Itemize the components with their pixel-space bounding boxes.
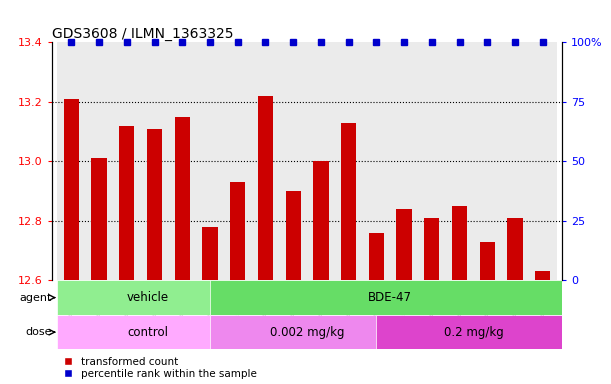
- Bar: [210, 315, 404, 349]
- Legend: transformed count, percentile rank within the sample: transformed count, percentile rank withi…: [57, 357, 257, 379]
- Bar: [418, 42, 445, 280]
- Bar: [202, 227, 218, 384]
- Bar: [169, 42, 196, 280]
- Bar: [535, 271, 551, 384]
- Text: dose: dose: [25, 327, 51, 337]
- Text: BDE-47: BDE-47: [368, 291, 412, 304]
- Bar: [147, 129, 162, 384]
- Bar: [390, 42, 418, 280]
- Bar: [335, 42, 362, 280]
- Bar: [57, 280, 238, 315]
- Bar: [474, 42, 501, 280]
- Bar: [362, 42, 390, 280]
- Bar: [224, 42, 252, 280]
- Bar: [529, 42, 557, 280]
- Bar: [480, 242, 495, 384]
- Bar: [445, 42, 474, 280]
- Bar: [452, 206, 467, 384]
- Bar: [175, 117, 190, 384]
- Bar: [341, 122, 356, 384]
- Bar: [501, 42, 529, 280]
- Bar: [397, 209, 412, 384]
- Bar: [92, 158, 107, 384]
- Text: agent: agent: [19, 293, 51, 303]
- Bar: [57, 315, 238, 349]
- Bar: [376, 315, 571, 349]
- Bar: [119, 126, 134, 384]
- Bar: [507, 218, 522, 384]
- Bar: [424, 218, 439, 384]
- Bar: [85, 42, 113, 280]
- Bar: [210, 280, 571, 315]
- Bar: [313, 161, 329, 384]
- Bar: [64, 99, 79, 384]
- Bar: [252, 42, 279, 280]
- Bar: [141, 42, 169, 280]
- Bar: [368, 233, 384, 384]
- Text: GDS3608 / ILMN_1363325: GDS3608 / ILMN_1363325: [52, 27, 233, 41]
- Text: 0.2 mg/kg: 0.2 mg/kg: [444, 326, 503, 339]
- Bar: [279, 42, 307, 280]
- Bar: [113, 42, 141, 280]
- Bar: [57, 42, 85, 280]
- Bar: [230, 182, 246, 384]
- Text: vehicle: vehicle: [126, 291, 169, 304]
- Bar: [285, 191, 301, 384]
- Bar: [258, 96, 273, 384]
- Bar: [307, 42, 335, 280]
- Text: 0.002 mg/kg: 0.002 mg/kg: [270, 326, 344, 339]
- Text: control: control: [127, 326, 168, 339]
- Bar: [196, 42, 224, 280]
